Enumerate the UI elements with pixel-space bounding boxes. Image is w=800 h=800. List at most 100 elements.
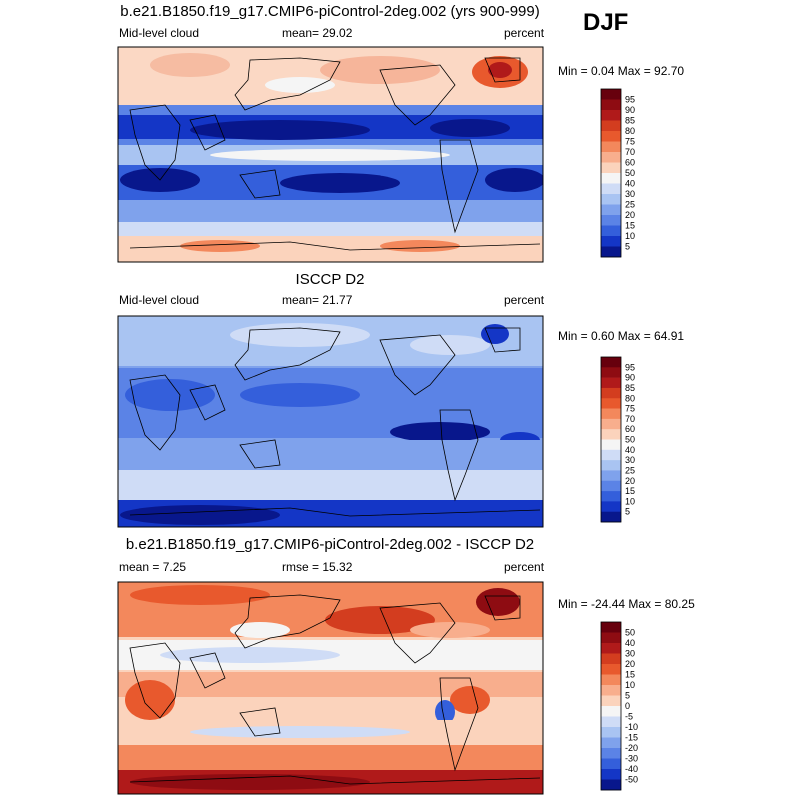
- colorbar-swatch: [601, 779, 621, 791]
- colorbar-swatch: [601, 367, 621, 378]
- colorbar-border: [600, 88, 622, 258]
- colorbar-tick-label: 40: [625, 445, 635, 455]
- colorbar-swatch: [601, 664, 621, 675]
- colorbar-tick-label: 40: [625, 638, 635, 648]
- colorbar-tick-label: -5: [625, 712, 633, 722]
- colorbar-tick-label: 20: [625, 210, 635, 220]
- panel-2-left-label: Mid-level cloud: [119, 293, 200, 307]
- colorbar-swatch: [601, 643, 621, 654]
- colorbar-tick-label: 50: [625, 435, 635, 445]
- colorbar-swatch: [601, 470, 621, 482]
- colorbar-swatch: [601, 246, 621, 258]
- colorbar-swatch: [601, 737, 621, 749]
- panel-3-units-label: percent: [504, 560, 545, 574]
- colorbar-swatch: [601, 439, 621, 451]
- panel-2-map: [117, 315, 544, 528]
- panel-1-minmax: Min = 0.04 Max = 92.70: [558, 64, 685, 78]
- colorbar-swatch: [601, 480, 621, 492]
- colorbar-swatch: [601, 674, 621, 686]
- colorbar-swatch: [601, 183, 621, 195]
- colorbar-swatch: [601, 377, 621, 389]
- colorbar-tick-label: 5: [625, 507, 630, 517]
- colorbar-swatch: [601, 131, 621, 142]
- panel-1-mean-label: mean= 29.02: [282, 26, 353, 40]
- colorbar-tick-label: 5: [625, 242, 630, 252]
- colorbar-swatch: [601, 141, 621, 153]
- colorbar-swatch: [601, 89, 621, 100]
- colorbar-tick-label: 30: [625, 189, 635, 199]
- colorbar-swatch: [601, 418, 621, 430]
- colorbar-tick-label: 25: [625, 200, 635, 210]
- colorbar-border: [600, 621, 622, 791]
- panel-2-title: ISCCP D2: [295, 271, 365, 288]
- colorbar-tick-label: 90: [625, 105, 635, 115]
- colorbar-tick-label: 70: [625, 414, 635, 424]
- colorbar-swatch: [601, 727, 621, 738]
- colorbar-tick-label: 25: [625, 465, 635, 475]
- colorbar-swatch: [601, 120, 621, 132]
- panel-1-title: b.e21.B1850.f19_g17.CMIP6-piControl-2deg…: [120, 3, 540, 20]
- colorbar-swatch: [601, 748, 621, 759]
- colorbar-swatch: [601, 173, 621, 184]
- colorbar-swatch: [601, 357, 621, 368]
- colorbar-tick-label: 80: [625, 393, 635, 403]
- colorbar-tick-label: 15: [625, 670, 635, 680]
- colorbar-tick-label: 80: [625, 126, 635, 136]
- colorbar-swatch: [601, 716, 621, 728]
- season-label: DJF: [583, 9, 629, 36]
- colorbar-tick-label: 0: [625, 701, 630, 711]
- colorbar-swatch: [601, 152, 621, 163]
- panel-1-map: [117, 46, 544, 263]
- colorbar-swatch: [601, 685, 621, 696]
- colorbar-tick-label: 70: [625, 147, 635, 157]
- panel-2-units-label: percent: [504, 293, 545, 307]
- colorbar-swatch: [601, 194, 621, 205]
- colorbar-tick-label: 85: [625, 383, 635, 393]
- panel-3-mean-label: mean = 7.25: [119, 560, 187, 574]
- colorbar-tick-label: 10: [625, 680, 635, 690]
- colorbar-swatch: [601, 511, 621, 523]
- colorbar-tick-label: -10: [625, 722, 638, 732]
- colorbar-tick-label: 20: [625, 659, 635, 669]
- colorbar-tick-label: -50: [625, 775, 638, 785]
- colorbar-tick-label: 60: [625, 158, 635, 168]
- colorbar-swatch: [601, 225, 621, 237]
- colorbar-swatch: [601, 695, 621, 707]
- panel-1-left-label: Mid-level cloud: [119, 26, 200, 40]
- colorbar-swatch: [601, 162, 621, 174]
- colorbar-tick-label: 95: [625, 95, 635, 105]
- colorbar-tick-label: 15: [625, 486, 635, 496]
- panel-3-minmax: Min = -24.44 Max = 80.25: [558, 597, 695, 611]
- colorbar-tick-label: 85: [625, 116, 635, 126]
- colorbar-swatch: [601, 408, 621, 420]
- colorbar-swatch: [601, 449, 621, 461]
- panel-2-mean-label: mean= 21.77: [282, 293, 353, 307]
- colorbar-tick-label: 75: [625, 137, 635, 147]
- colorbar-swatch: [601, 236, 621, 247]
- colorbar-swatch: [601, 429, 621, 440]
- colorbar-swatch: [601, 758, 621, 770]
- colorbar-tick-label: 5: [625, 691, 630, 701]
- colorbar-tick-label: 40: [625, 179, 635, 189]
- colorbar-swatch: [601, 653, 621, 665]
- colorbar-swatch: [601, 769, 621, 780]
- colorbar-tick-label: -40: [625, 764, 638, 774]
- colorbar-swatch: [601, 99, 621, 111]
- colorbar-tick-label: 60: [625, 424, 635, 434]
- colorbar-swatch: [601, 110, 621, 121]
- colorbar-swatch: [601, 204, 621, 216]
- colorbar-tick-label: 50: [625, 628, 635, 638]
- colorbar-tick-label: 95: [625, 362, 635, 372]
- colorbar-tick-label: 30: [625, 455, 635, 465]
- panel-2-minmax: Min = 0.60 Max = 64.91: [558, 329, 685, 343]
- colorbar-tick-label: 20: [625, 476, 635, 486]
- panel-1-units-label: percent: [504, 26, 545, 40]
- colorbar-swatch: [601, 491, 621, 502]
- colorbar-swatch: [601, 387, 621, 399]
- panel-3-title: b.e21.B1850.f19_g17.CMIP6-piControl-2deg…: [125, 536, 535, 553]
- colorbar-swatch: [601, 215, 621, 226]
- colorbar-tick-label: 75: [625, 404, 635, 414]
- colorbar-border: [600, 356, 622, 523]
